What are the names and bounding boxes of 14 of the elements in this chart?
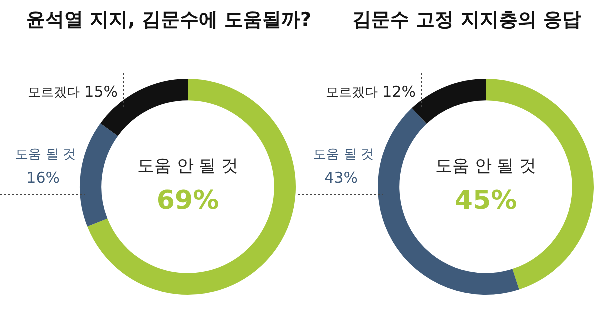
slice-label: 모르겠다 [326, 85, 378, 100]
data-label: 43% [324, 168, 358, 187]
data-label: 45% [454, 186, 518, 216]
data-label: 15% [84, 82, 118, 101]
chart-title: 윤석열 지지, 김문수에 도움될까? [25, 8, 312, 33]
slice-label: 도움 안 될 것 [137, 156, 239, 176]
slice-label: 도움 될 것 [314, 147, 374, 162]
chart-title: 김문수 고정 지지층의 응답 [352, 9, 582, 31]
data-label: 16% [26, 168, 60, 187]
slice-label: 모르겠다 [28, 85, 80, 100]
data-label: 12% [382, 82, 416, 101]
data-label: 69% [156, 186, 220, 216]
slice-label: 도움 안 될 것 [435, 156, 537, 176]
slice-label: 도움 될 것 [16, 147, 76, 162]
